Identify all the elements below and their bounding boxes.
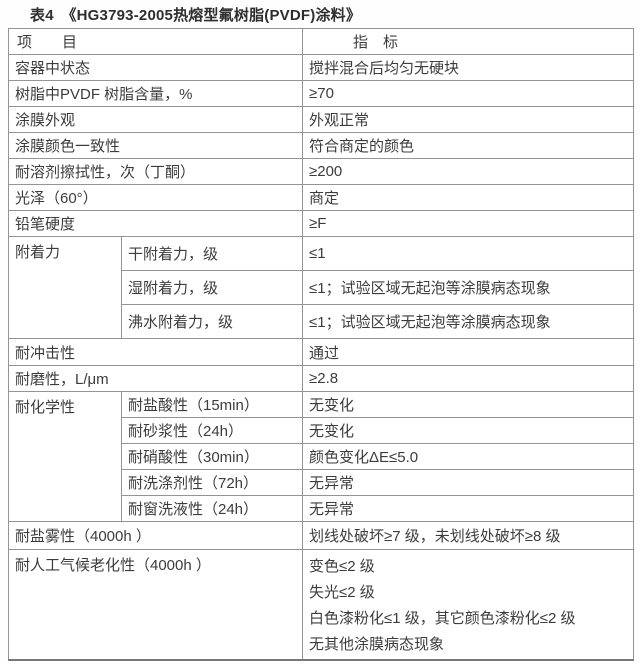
table-row: 涂膜颜色一致性 符合商定的颜色 bbox=[7, 132, 635, 159]
value-line: 失光≤2 级 bbox=[309, 584, 375, 601]
value-cell: 符合商定的颜色 bbox=[302, 132, 635, 159]
table-row: 铅笔硬度 ≥F bbox=[7, 210, 635, 237]
group-cell: 附着力 bbox=[8, 236, 122, 339]
item-cell: 铅笔硬度 bbox=[7, 210, 304, 237]
item-cell: 耐冲击性 bbox=[7, 338, 304, 366]
value-line: 变色≤2 级 bbox=[309, 558, 375, 575]
document-page: 表4 《HG3793-2005热熔型氟树脂(PVDF)涂料》 项 目 指 标 容… bbox=[0, 4, 640, 664]
value-cell: ≥F bbox=[302, 210, 635, 237]
table-row: 耐人工气候老化性（4000h ） 变色≤2 级 失光≤2 级 白色漆粉化≤1 级… bbox=[7, 549, 635, 661]
sub-item-cell: 湿附着力，级 bbox=[120, 270, 304, 305]
table-row: 耐冲击性 通过 bbox=[7, 338, 635, 366]
item-cell: 耐盐雾性（4000h ） bbox=[7, 521, 304, 550]
value-cell: 无变化 bbox=[302, 417, 635, 444]
value-cell: 商定 bbox=[302, 184, 635, 211]
value-cell: 无异常 bbox=[302, 469, 635, 496]
table-row: 耐窗洗液性（24h） 无异常 bbox=[9, 495, 635, 522]
table-row: 耐洗涤剂性（72h） 无异常 bbox=[9, 469, 635, 496]
value-cell: 划线处破坏≥7 级，未划线处破坏≥8 级 bbox=[302, 521, 635, 550]
value-cell: 无异常 bbox=[302, 495, 635, 522]
header-item-cell: 项 目 bbox=[7, 28, 304, 55]
sub-item-cell: 耐砂浆性（24h） bbox=[120, 417, 304, 444]
value-cell: ≤1 bbox=[302, 236, 635, 271]
table-row: 湿附着力，级 ≤1；试验区域无起泡等涂膜病态现象 bbox=[9, 270, 635, 305]
table-row: 耐磨性，L/μm ≥2.8 bbox=[7, 365, 635, 392]
item-cell: 耐人工气候老化性（4000h ） bbox=[7, 549, 304, 661]
spec-table: 项 目 指 标 容器中状态 搅拌混合后均匀无硬块 树脂中PVDF 树脂含量，% … bbox=[7, 28, 635, 661]
item-cell: 耐溶剂擦拭性，次（丁酮） bbox=[7, 158, 304, 185]
item-cell: 树脂中PVDF 树脂含量，% bbox=[7, 80, 304, 107]
table-caption: 表4 《HG3793-2005热熔型氟树脂(PVDF)涂料》 bbox=[30, 7, 362, 24]
sub-item-cell: 耐盐酸性（15min） bbox=[120, 391, 304, 418]
value-cell: ≥70 bbox=[302, 80, 635, 107]
table-row: 耐砂浆性（24h） 无变化 bbox=[9, 417, 635, 444]
table-row: 耐盐雾性（4000h ） 划线处破坏≥7 级，未划线处破坏≥8 级 bbox=[7, 521, 635, 550]
sub-item-cell: 耐窗洗液性（24h） bbox=[120, 495, 304, 522]
value-line: 白色漆粉化≤1 级，其它颜色漆粉化≤2 级 bbox=[309, 610, 576, 627]
table-row: 耐化学性 耐盐酸性（15min） 无变化 bbox=[8, 391, 635, 522]
value-cell: 变色≤2 级 失光≤2 级 白色漆粉化≤1 级，其它颜色漆粉化≤2 级 无其他涂… bbox=[302, 549, 635, 661]
item-cell: 涂膜外观 bbox=[7, 106, 304, 133]
table-row: 光泽（60°） 商定 bbox=[7, 184, 635, 211]
header-value-cell: 指 标 bbox=[302, 28, 635, 55]
item-cell: 光泽（60°） bbox=[7, 184, 304, 211]
table-row: 树脂中PVDF 树脂含量，% ≥70 bbox=[7, 80, 635, 107]
value-cell: 通过 bbox=[302, 338, 635, 366]
value-line: 无其他涂膜病态现象 bbox=[309, 636, 445, 653]
value-cell: ≥200 bbox=[302, 158, 635, 185]
group-cell: 耐化学性 bbox=[8, 391, 122, 522]
table-row: 耐硝酸性（30min） 颜色变化ΔE≤5.0 bbox=[9, 443, 635, 470]
table-row: 涂膜外观 外观正常 bbox=[7, 106, 635, 133]
sub-item-cell: 耐洗涤剂性（72h） bbox=[120, 469, 304, 496]
sub-item-cell: 沸水附着力，级 bbox=[120, 304, 304, 339]
item-cell: 耐磨性，L/μm bbox=[7, 365, 304, 392]
item-cell: 容器中状态 bbox=[7, 54, 304, 81]
item-cell: 涂膜颜色一致性 bbox=[7, 132, 304, 159]
sub-item-cell: 干附着力，级 bbox=[120, 236, 304, 271]
table-row: 附着力 干附着力，级 ≤1 bbox=[8, 236, 635, 339]
value-cell: ≤1；试验区域无起泡等涂膜病态现象 bbox=[302, 270, 635, 305]
sub-item-cell: 耐硝酸性（30min） bbox=[120, 443, 304, 470]
table-row: 耐溶剂擦拭性，次（丁酮） ≥200 bbox=[7, 158, 635, 185]
value-cell: 颜色变化ΔE≤5.0 bbox=[302, 443, 635, 470]
table-row: 容器中状态 搅拌混合后均匀无硬块 bbox=[7, 54, 635, 81]
table-header-row: 项 目 指 标 bbox=[7, 28, 635, 55]
value-cell: 搅拌混合后均匀无硬块 bbox=[302, 54, 635, 81]
value-cell: ≥2.8 bbox=[302, 365, 635, 392]
table-row: 沸水附着力，级 ≤1；试验区域无起泡等涂膜病态现象 bbox=[9, 304, 635, 339]
value-cell: 无变化 bbox=[302, 391, 635, 418]
value-cell: 外观正常 bbox=[302, 106, 635, 133]
value-cell: ≤1；试验区域无起泡等涂膜病态现象 bbox=[302, 304, 635, 339]
